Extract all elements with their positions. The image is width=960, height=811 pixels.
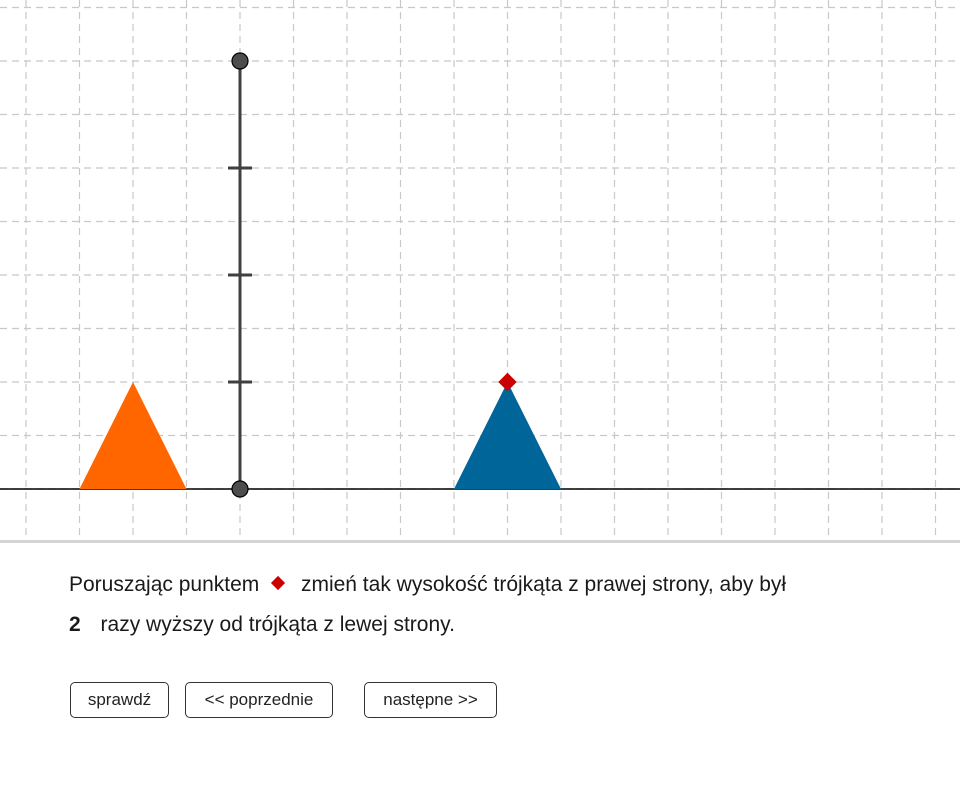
right-triangle xyxy=(454,382,561,489)
dashed-grid xyxy=(0,0,960,540)
check-button[interactable]: sprawdź xyxy=(70,682,169,718)
graphics-view xyxy=(0,0,960,540)
instruction-line-2: 2 razy wyższy od trójkąta z lewej strony… xyxy=(69,605,949,645)
ruler-top-point xyxy=(231,52,249,70)
instruction-text: Poruszając punktem zmień tak wysokość tr… xyxy=(69,565,949,645)
instruction-line-1: Poruszając punktem zmień tak wysokość tr… xyxy=(69,565,949,605)
panel-divider xyxy=(0,540,960,543)
ruler-bottom-point xyxy=(231,480,249,498)
previous-button[interactable]: << poprzednie xyxy=(185,682,333,718)
instruction-text-after-point: zmień tak wysokość trójkąta z prawej str… xyxy=(300,573,787,596)
instruction-line-2-text: razy wyższy od trójkąta z lewej strony. xyxy=(100,613,455,636)
height-control-point[interactable] xyxy=(498,372,517,392)
instruction-text-before-point: Poruszając punktem xyxy=(69,573,260,596)
left-triangle xyxy=(79,382,187,489)
red-diamond-icon xyxy=(271,575,286,591)
height-factor: 2 xyxy=(69,613,81,636)
next-button[interactable]: następne >> xyxy=(364,682,497,718)
height-ruler xyxy=(228,52,252,498)
